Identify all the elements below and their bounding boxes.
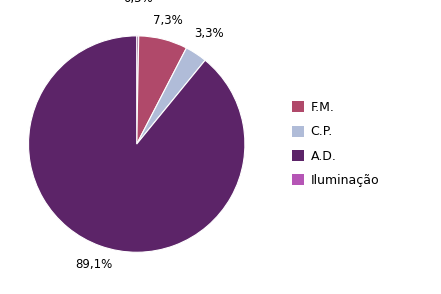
Wedge shape [137, 48, 205, 144]
Legend: F.M., C.P., A.D., Iluminação: F.M., C.P., A.D., Iluminação [292, 101, 379, 187]
Text: 3,3%: 3,3% [194, 27, 224, 40]
Wedge shape [137, 36, 187, 144]
Wedge shape [137, 36, 139, 144]
Text: 0,3%: 0,3% [123, 0, 153, 4]
Text: 89,1%: 89,1% [75, 258, 112, 271]
Wedge shape [29, 36, 245, 252]
Text: 7,3%: 7,3% [153, 14, 183, 27]
